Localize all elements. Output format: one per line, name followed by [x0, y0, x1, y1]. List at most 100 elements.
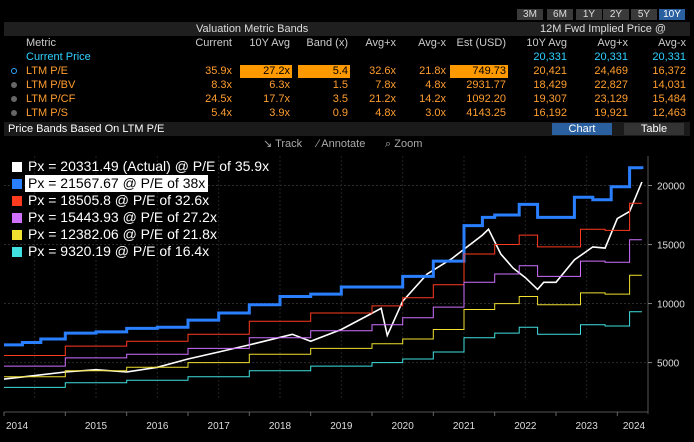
range-button-3m[interactable]: 3M — [517, 9, 543, 20]
series-line-3 — [4, 239, 642, 367]
tab-chart[interactable]: Chart — [552, 123, 612, 135]
x-tick-label: 2022 — [514, 421, 537, 432]
cell-metric: LTM P/S — [26, 107, 68, 119]
cell-est: 749.73 — [450, 65, 508, 78]
fwd-price-title: 12M Fwd Implied Price @ — [540, 23, 667, 35]
current-price-fwd-avg: 20,331 — [533, 51, 567, 63]
series-line-0 — [3, 181, 643, 380]
metric-row[interactable]: LTM P/CF 24.5x 17.7x 3.5 21.2x 14.2x 1092.20 19… — [4, 93, 690, 106]
cell-metric: LTM P/CF — [26, 93, 76, 105]
cell-est: 1092.20 — [466, 93, 506, 105]
cell-avg10y: 6.3x — [269, 79, 290, 91]
col-fwd-plus[interactable]: Avg+x — [597, 37, 628, 49]
y-axis-panel — [648, 150, 694, 442]
cell-fwd-minus: 14,031 — [652, 79, 686, 91]
col-avg-plus[interactable]: Avg+x — [365, 37, 396, 49]
annotate-label: Annotate — [321, 138, 366, 150]
annotate-tool[interactable]: ∕ Annotate — [317, 138, 365, 151]
legend-swatch — [12, 247, 22, 257]
range-button-5y[interactable]: 5Y — [631, 9, 657, 20]
x-tick-label: 2018 — [269, 421, 292, 432]
cell-avg-minus: 21.8x — [419, 65, 446, 77]
cell-fwd-plus: 22,827 — [594, 79, 628, 91]
metric-radio[interactable] — [11, 110, 17, 116]
cell-avg10y: 3.9x — [269, 107, 290, 119]
cell-metric: LTM P/BV — [26, 79, 76, 91]
metric-row[interactable]: LTM P/BV 8.3x 6.3x 1.5 7.8x 4.8x 2931.77 18,429… — [4, 79, 690, 92]
cell-avg10y: 17.7x — [263, 93, 290, 105]
col-avg-minus[interactable]: Avg-x — [418, 37, 446, 49]
x-tick-label: 2015 — [85, 421, 108, 432]
track-icon: ↘ — [263, 138, 273, 150]
range-button-2y[interactable]: 2Y — [603, 9, 629, 20]
cell-current: 8.3x — [211, 79, 232, 91]
track-label: Track — [275, 138, 303, 150]
cell-fwd-minus: 16,372 — [652, 65, 686, 77]
metric-radio[interactable] — [11, 82, 17, 88]
range-button-1y[interactable]: 1Y — [576, 9, 602, 20]
legend-swatch — [12, 179, 22, 189]
legend-label: Px = 18505.8 @ P/E of 32.6x — [28, 192, 210, 208]
legend-swatch — [12, 162, 22, 172]
col-est[interactable]: Est (USD) — [456, 37, 507, 49]
y-tick-label: 15000 — [657, 241, 685, 252]
metric-row[interactable]: LTM P/S 5.4x 3.9x 0.9 4.8x 3.0x 4143.25 16,192 1… — [4, 107, 690, 120]
cell-metric: LTM P/E — [26, 65, 68, 77]
legend-label: Px = 20331.49 (Actual) @ P/E of 35.9x — [28, 158, 270, 174]
track-tool[interactable]: ↘ Track — [263, 138, 302, 151]
cell-band: 3.5 — [332, 93, 348, 105]
col-metric[interactable]: Metric — [26, 37, 56, 49]
zoom-icon: ⌕ — [385, 138, 392, 150]
cell-fwd-plus: 23,129 — [594, 93, 628, 105]
cell-fwd-minus: 12,463 — [652, 107, 686, 119]
tab-table[interactable]: Table — [624, 123, 684, 135]
column-header-row: Metric Current 10Y Avg Band (x) Avg+x Av… — [4, 37, 690, 50]
series-line-4 — [4, 274, 642, 378]
cell-avg-minus: 14.2x — [419, 93, 446, 105]
col-fwd-minus[interactable]: Avg-x — [658, 37, 686, 49]
metric-radio[interactable] — [11, 68, 17, 74]
cell-current: 5.4x — [211, 107, 232, 119]
x-tick-label: 2024 — [623, 421, 646, 432]
series-line-5 — [4, 311, 642, 388]
current-price-label: Current Price — [26, 51, 91, 63]
legend-label: Px = 9320.19 @ P/E of 16.4x — [28, 243, 210, 259]
col-fwd-avg[interactable]: 10Y Avg — [526, 37, 567, 49]
col-band[interactable]: Band (x) — [306, 37, 348, 49]
cell-avg10y: 27.2x — [240, 65, 292, 78]
legend-label: Px = 21567.67 @ P/E of 38x — [25, 175, 209, 192]
cell-current: 24.5x — [205, 93, 232, 105]
zoom-label: Zoom — [394, 138, 423, 150]
range-button-10y[interactable]: 10Y — [659, 9, 685, 20]
current-price-fwd-minus: 20,331 — [652, 51, 686, 63]
cell-fwd-minus: 15,484 — [652, 93, 686, 105]
metric-row[interactable]: LTM P/E 35.9x 27.2x 5.4 32.6x 21.8x 749.73 20,4… — [4, 65, 690, 78]
x-tick-label: 2014 — [6, 421, 29, 432]
cell-fwd-plus: 19,921 — [594, 107, 628, 119]
series-line-2 — [4, 202, 642, 356]
x-tick-label: 2017 — [208, 421, 231, 432]
chart-title: Price Bands Based On LTM P/E — [8, 123, 165, 135]
col-current[interactable]: Current — [195, 37, 232, 49]
cell-band: 0.9 — [332, 107, 348, 119]
legend-swatch — [12, 196, 22, 206]
range-button-6m[interactable]: 6M — [547, 9, 573, 20]
metric-radio[interactable] — [11, 96, 17, 102]
legend-swatch — [12, 230, 22, 240]
x-tick-label: 2021 — [453, 421, 476, 432]
cell-avg-plus: 4.8x — [375, 107, 396, 119]
col-10y-avg[interactable]: 10Y Avg — [249, 37, 290, 49]
cell-fwd-avg: 19,307 — [533, 93, 567, 105]
current-price-row: Current Price 20,331 20,331 20,331 — [4, 51, 690, 64]
current-price-fwd-plus: 20,331 — [594, 51, 628, 63]
zoom-tool[interactable]: ⌕ Zoom — [385, 138, 422, 151]
y-tick-label: 20000 — [657, 182, 685, 193]
cell-fwd-avg: 20,421 — [533, 65, 567, 77]
cell-est: 4143.25 — [466, 107, 506, 119]
cell-avg-minus: 4.8x — [425, 79, 446, 91]
legend-swatch — [12, 213, 22, 223]
legend-label: Px = 12382.06 @ P/E of 21.8x — [28, 226, 217, 242]
y-tick-label: 10000 — [657, 300, 685, 311]
cell-fwd-plus: 24,469 — [594, 65, 628, 77]
price-band-chart[interactable]: 5000 10000 15000 20000 2014 2015 2016 2017 2018 2… — [0, 150, 694, 442]
